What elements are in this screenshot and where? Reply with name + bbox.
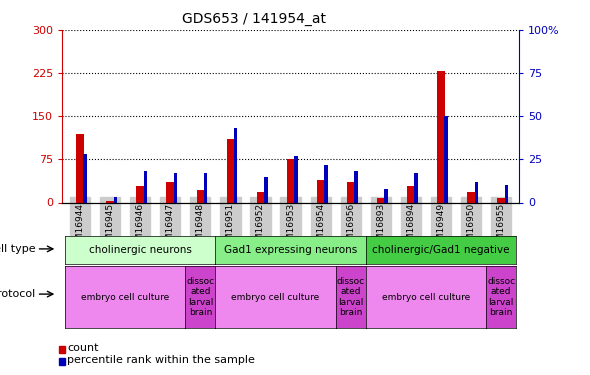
Bar	[83, 154, 87, 203]
Bar	[467, 192, 475, 202]
Bar	[384, 189, 388, 202]
Bar	[227, 139, 234, 202]
Bar	[437, 71, 445, 202]
Text: cholinergic neurons: cholinergic neurons	[88, 245, 192, 255]
Bar	[264, 177, 267, 203]
Text: Gad1 expressing neurons: Gad1 expressing neurons	[224, 245, 357, 255]
Bar	[444, 116, 448, 202]
Bar	[347, 182, 355, 203]
Bar	[204, 173, 208, 202]
Bar	[407, 186, 415, 202]
Title: GDS653 / 141954_at: GDS653 / 141954_at	[182, 12, 326, 26]
Bar	[324, 165, 327, 202]
Bar	[113, 197, 117, 202]
Bar	[504, 185, 508, 202]
Text: count: count	[67, 343, 99, 353]
Text: protocol: protocol	[0, 289, 35, 299]
Bar	[76, 134, 84, 202]
Bar	[196, 190, 204, 202]
Bar	[474, 182, 478, 203]
Bar	[414, 173, 418, 202]
Bar	[294, 156, 297, 203]
Bar	[106, 201, 114, 202]
Text: dissoc
ated
larval
brain: dissoc ated larval brain	[186, 277, 214, 317]
Text: dissoc
ated
larval
brain: dissoc ated larval brain	[337, 277, 365, 317]
Bar	[257, 192, 264, 202]
Text: dissoc
ated
larval
brain: dissoc ated larval brain	[487, 277, 515, 317]
Bar	[377, 198, 385, 202]
Bar	[234, 128, 238, 202]
Bar	[287, 159, 294, 202]
Bar	[317, 180, 325, 203]
Bar	[354, 171, 358, 202]
Text: embryo cell culture: embryo cell culture	[231, 292, 320, 302]
Bar	[136, 186, 144, 202]
Text: cholinergic/Gad1 negative: cholinergic/Gad1 negative	[372, 245, 510, 255]
Bar	[166, 182, 174, 203]
Text: embryo cell culture: embryo cell culture	[382, 292, 470, 302]
Text: embryo cell culture: embryo cell culture	[81, 292, 169, 302]
Bar	[173, 173, 178, 202]
Bar	[497, 198, 505, 202]
Text: cell type: cell type	[0, 244, 35, 254]
Text: percentile rank within the sample: percentile rank within the sample	[67, 355, 255, 365]
Bar	[143, 171, 148, 202]
